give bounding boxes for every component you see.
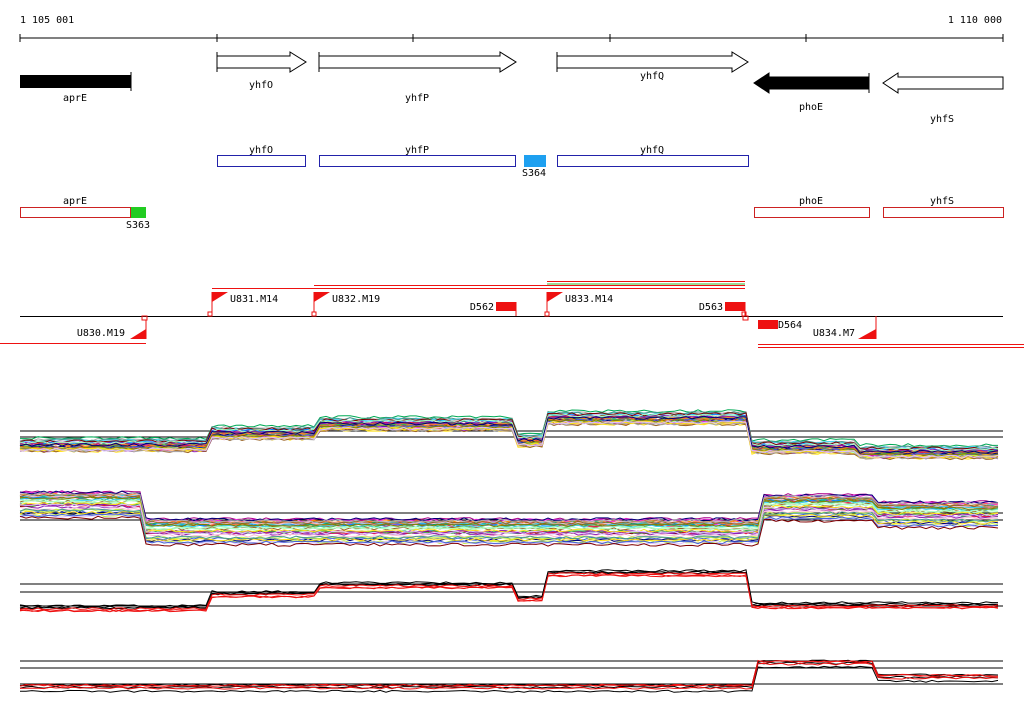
forward-box-S364[interactable]: S364: [522, 155, 546, 179]
transcript-features-track: U831.M14 U832.M19 D562 U833.M14 D563: [0, 281, 1024, 348]
expression-profile-line: [19, 662, 999, 690]
expression-profile-line: [19, 495, 999, 527]
expression-profile-line: [19, 490, 999, 522]
expression-profile-line: [19, 571, 999, 610]
gene-label-aprE: aprE: [63, 93, 87, 104]
reverse-box-aprE[interactable]: aprE: [20, 196, 131, 218]
coordinate-ruler: 1 105 001 1 110 000: [19, 15, 1004, 42]
expression-profile-line: [19, 415, 999, 454]
terminator-label-D562: D562: [470, 302, 494, 313]
terminator-label-D564: D564: [778, 320, 802, 331]
expression-profile-line: [19, 413, 999, 452]
expression-profile-line: [19, 572, 999, 611]
gene-arrow-phoE[interactable]: phoE: [753, 72, 870, 113]
expression-profile-line: [19, 498, 999, 530]
gene-label-yhfQ: yhfQ: [640, 71, 664, 82]
forward-box-yhfO[interactable]: yhfO: [217, 145, 306, 167]
expression-profile-line: [19, 503, 999, 535]
ruler-start-label: 1 105 001: [20, 15, 74, 26]
promoter-flag-U832[interactable]: U832.M19: [311, 292, 380, 317]
gene-arrow-yhfQ[interactable]: yhfQ: [556, 51, 749, 82]
promoter-flag-U834[interactable]: U834.M7: [813, 316, 877, 339]
promoter-label-U834: U834.M7: [813, 328, 855, 339]
promoter-label-U832: U832.M19: [332, 294, 380, 305]
reverse-annotation-track: aprE S363 phoE yhfS: [20, 196, 1004, 231]
forward-box-label-S364: S364: [522, 168, 546, 179]
terminator-block-D563[interactable]: D563: [699, 302, 747, 317]
expression-profile-line: [20, 409, 999, 448]
reverse-box-label-S363: S363: [126, 220, 150, 231]
forward-box-label-yhfQ: yhfQ: [640, 145, 664, 156]
expression-profile-line: [19, 508, 999, 540]
gene-arrow-aprE[interactable]: aprE: [20, 72, 132, 104]
expression-profile-line: [19, 515, 999, 547]
gene-label-yhfO: yhfO: [249, 80, 273, 91]
gene-arrows-track: aprE yhfO yhfP yhfQ phoE yhfS: [20, 51, 1004, 125]
reverse-box-label-aprE: aprE: [63, 196, 87, 207]
expression-panel-reverse-summary: [19, 659, 1003, 693]
reverse-box-label-yhfS: yhfS: [930, 196, 954, 207]
expression-profile-line: [19, 659, 998, 687]
promoter-flag-U830[interactable]: U830.M19: [77, 315, 148, 339]
expression-profile-line: [19, 569, 998, 608]
reverse-box-S363[interactable]: S363: [126, 207, 150, 231]
gene-label-yhfS: yhfS: [930, 114, 954, 125]
promoter-label-U831: U831.M14: [230, 294, 278, 305]
expression-profile-line: [19, 501, 999, 533]
expression-profile-line: [19, 412, 999, 451]
forward-annotation-track: yhfO yhfP S364 yhfQ: [217, 145, 749, 179]
promoter-label-U830: U830.M19: [77, 328, 125, 339]
expression-profile-line: [19, 491, 999, 523]
forward-box-yhfP[interactable]: yhfP: [319, 145, 516, 167]
expression-profile-line: [20, 665, 999, 693]
expression-profile-line: [19, 500, 999, 531]
expression-profile-line: [19, 420, 999, 459]
promoter-label-U833: U833.M14: [565, 294, 613, 305]
gene-arrow-yhfO[interactable]: yhfO: [216, 51, 307, 91]
promoter-flag-U833[interactable]: U833.M14: [544, 292, 613, 317]
forward-box-yhfQ[interactable]: yhfQ: [557, 145, 749, 167]
gene-label-yhfP: yhfP: [405, 93, 429, 104]
gene-arrow-yhfP[interactable]: yhfP: [318, 51, 517, 104]
ruler-end-label: 1 110 000: [948, 15, 1002, 26]
reverse-box-phoE[interactable]: phoE: [754, 196, 870, 218]
expression-panel-forward-summary: [19, 569, 1003, 613]
gene-arrow-yhfS[interactable]: yhfS: [882, 72, 1004, 125]
promoter-flag-U831[interactable]: U831.M14: [207, 292, 278, 317]
expression-profile-line: [19, 496, 999, 528]
reverse-box-label-phoE: phoE: [799, 196, 823, 207]
forward-box-label-yhfO: yhfO: [249, 145, 273, 156]
terminator-block-D564[interactable]: D564: [742, 315, 802, 331]
reverse-box-yhfS[interactable]: yhfS: [883, 196, 1004, 218]
expression-profile-line: [19, 493, 999, 525]
forward-box-label-yhfP: yhfP: [405, 145, 429, 156]
terminator-label-D563: D563: [699, 302, 723, 313]
expression-profile-line: [19, 510, 999, 542]
expression-panel-forward-multi: [19, 409, 1003, 461]
expression-profile-line: [19, 574, 999, 613]
terminator-block-D562[interactable]: D562: [470, 302, 517, 316]
gene-label-phoE: phoE: [799, 102, 823, 113]
expression-panel-reverse-multi: [19, 490, 1003, 547]
expression-profile-line: [19, 513, 999, 545]
